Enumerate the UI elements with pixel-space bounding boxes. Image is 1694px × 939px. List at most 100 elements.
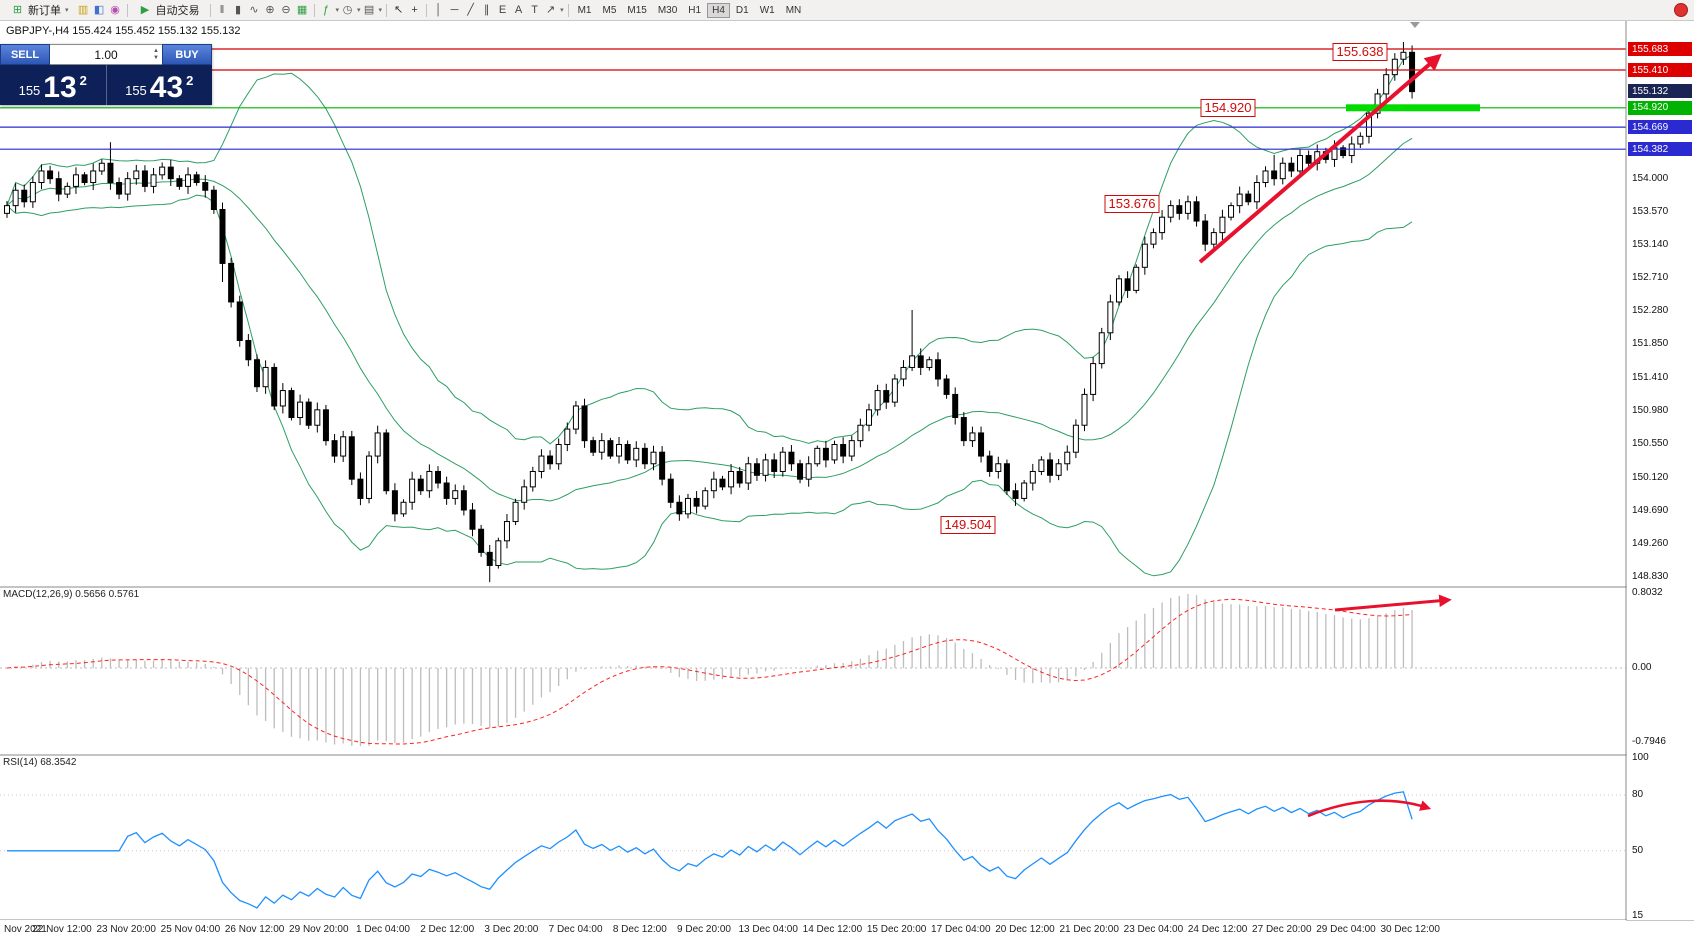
time-label: 8 Dec 12:00 bbox=[612, 924, 667, 935]
bar-chart-icon[interactable]: ‖ bbox=[219, 3, 225, 16]
price-badge-154.920: 154.920 bbox=[1628, 100, 1692, 115]
price-tick: 154.000 bbox=[1632, 172, 1669, 184]
toolbar-separator bbox=[313, 3, 315, 17]
periods-icon[interactable]: ◷ bbox=[342, 3, 353, 16]
alert-icon[interactable] bbox=[1674, 3, 1688, 17]
crosshair-icon[interactable]: + bbox=[411, 3, 418, 16]
volume-stepper[interactable]: 1.00 ▲ ▼ bbox=[50, 44, 162, 65]
time-label: Nov 2021 bbox=[4, 924, 47, 935]
new-order-icon: ⊞ bbox=[12, 3, 23, 16]
main-chart-panel bbox=[0, 42, 1626, 583]
zoom-out-icon[interactable]: ⊖ bbox=[281, 3, 291, 16]
time-label: 15 Dec 20:00 bbox=[866, 924, 927, 935]
timeframe-toolbar: M1 M5 M15 M30 H1 H4 D1 W1 MN bbox=[573, 2, 807, 18]
time-axis[interactable] bbox=[0, 920, 1626, 939]
time-label: 24 Dec 12:00 bbox=[1187, 924, 1248, 935]
timeframe-m15-button[interactable]: M15 bbox=[622, 3, 651, 18]
price-badge-154.669: 154.669 bbox=[1628, 120, 1692, 135]
price-tick: 150.120 bbox=[1632, 471, 1669, 483]
rsi-axis-tick: 15 bbox=[1632, 909, 1644, 921]
autotrading-icon: ▶ bbox=[140, 3, 150, 16]
indicators-icon[interactable]: ƒ bbox=[322, 3, 330, 16]
time-label: 2 Dec 12:00 bbox=[420, 924, 475, 935]
ohlc-readout: GBPJPY-,H4 155.424 155.452 155.132 155.1… bbox=[6, 25, 240, 37]
price-tick: 150.550 bbox=[1632, 438, 1669, 450]
macd-axis-tick: 0.00 bbox=[1632, 662, 1652, 673]
price-tick: 152.710 bbox=[1632, 272, 1669, 284]
arrows-caret-icon[interactable]: ▾ bbox=[560, 7, 564, 14]
new-chart-icon[interactable]: ▥ bbox=[77, 3, 89, 16]
candlestick-icon[interactable]: ▮ bbox=[234, 3, 242, 16]
tile-windows-icon[interactable]: ▦ bbox=[296, 3, 308, 16]
price-tick: 151.410 bbox=[1632, 372, 1669, 384]
templates-caret-icon[interactable]: ▾ bbox=[378, 7, 383, 14]
price-tick: 148.830 bbox=[1632, 571, 1669, 583]
timeframe-h1-button[interactable]: H1 bbox=[683, 3, 706, 18]
time-label: 22 Nov 12:00 bbox=[32, 924, 92, 935]
arrows-icon[interactable]: ↗ bbox=[545, 3, 556, 16]
new-order-button[interactable]: ⊞ 新订单 ▾ bbox=[4, 2, 75, 19]
one-click-trading-widget: SELL 1.00 ▲ ▼ BUY 155 13 2 155 43 2 bbox=[0, 44, 212, 105]
market-watch-icon[interactable]: ◉ bbox=[110, 3, 120, 16]
vertical-line-icon[interactable]: │ bbox=[435, 3, 442, 16]
toolbar-separator bbox=[426, 3, 428, 17]
macd-indicator-label: MACD(12,26,9) 0.5656 0.5761 bbox=[3, 589, 140, 600]
price-tick: 151.850 bbox=[1632, 338, 1669, 350]
ask-price[interactable]: 155 43 2 bbox=[107, 65, 213, 105]
zoom-in-icon[interactable]: ⊕ bbox=[265, 3, 275, 16]
indicators-caret-icon[interactable]: ▾ bbox=[335, 7, 340, 14]
price-tick: 152.280 bbox=[1632, 305, 1669, 317]
horizontal-line-icon[interactable]: ─ bbox=[450, 3, 459, 16]
periods-caret-icon[interactable]: ▾ bbox=[357, 7, 361, 14]
price-tick: 149.690 bbox=[1632, 504, 1669, 516]
templates-icon[interactable]: ▤ bbox=[363, 3, 375, 16]
chart-shift-marker bbox=[1410, 22, 1420, 28]
sell-button[interactable]: SELL bbox=[0, 44, 50, 65]
cursor-icon[interactable]: ↖ bbox=[393, 3, 404, 16]
timeframe-w1-button[interactable]: W1 bbox=[755, 3, 780, 18]
rsi-indicator-label: RSI(14) 68.3542 bbox=[3, 757, 77, 768]
volume-spin-buttons[interactable]: ▲ ▼ bbox=[153, 48, 159, 62]
volume-down-icon[interactable]: ▼ bbox=[153, 55, 159, 61]
price-badge-155.683: 155.683 bbox=[1628, 42, 1692, 56]
price-tick: 153.570 bbox=[1632, 205, 1669, 217]
time-label: 7 Dec 04:00 bbox=[548, 924, 603, 935]
time-label: 17 Dec 04:00 bbox=[931, 924, 991, 935]
macd-axis-tick: -0.7946 bbox=[1632, 735, 1666, 747]
toolbar-group-files: ▥ ◧ ◉ bbox=[76, 3, 123, 18]
trendline-icon[interactable]: ╱ bbox=[467, 3, 474, 16]
profiles-icon[interactable]: ◧ bbox=[93, 3, 105, 16]
toolbar-separator bbox=[567, 3, 569, 17]
time-label: 21 Dec 20:00 bbox=[1059, 924, 1119, 935]
timeframe-h4-button[interactable]: H4 bbox=[707, 2, 730, 18]
buy-button[interactable]: BUY bbox=[162, 44, 212, 65]
timeframe-d1-button[interactable]: D1 bbox=[731, 3, 754, 18]
price-axis[interactable] bbox=[1627, 20, 1694, 920]
timeframe-mn-button[interactable]: MN bbox=[781, 3, 807, 18]
text-icon[interactable]: A bbox=[514, 3, 523, 16]
time-label: 9 Dec 20:00 bbox=[677, 924, 731, 935]
macd-panel bbox=[0, 593, 1626, 747]
line-chart-icon[interactable]: ∿ bbox=[249, 3, 259, 16]
text-label-icon[interactable]: T bbox=[531, 3, 538, 16]
rsi-axis-tick: 50 bbox=[1632, 844, 1644, 856]
timeframe-m5-button[interactable]: M5 bbox=[597, 3, 621, 18]
timeframe-m30-button[interactable]: M30 bbox=[653, 3, 682, 18]
fibonacci-icon[interactable]: E bbox=[498, 3, 507, 16]
time-label: 23 Nov 20:00 bbox=[96, 924, 156, 935]
toolbar-separator bbox=[126, 3, 128, 17]
time-label: 30 Dec 12:00 bbox=[1380, 924, 1440, 935]
autotrading-button[interactable]: ▶ 自动交易 bbox=[132, 2, 206, 19]
new-order-caret-icon: ▾ bbox=[65, 7, 69, 14]
time-label: 26 Nov 12:00 bbox=[224, 924, 285, 935]
timeframe-m1-button[interactable]: M1 bbox=[573, 3, 597, 18]
volume-up-icon[interactable]: ▲ bbox=[153, 48, 159, 54]
equidistant-channel-icon[interactable]: ∥ bbox=[483, 3, 490, 16]
symbol-period-label: GBPJPY-,H4 bbox=[6, 25, 70, 37]
rsi-axis-tick: 100 bbox=[1632, 752, 1649, 763]
macd-axis-tick: 0.8032 bbox=[1632, 587, 1663, 599]
bid-price[interactable]: 155 13 2 bbox=[0, 65, 107, 105]
toolbar: ⊞ 新订单 ▾ ▥ ◧ ◉ ▶ 自动交易 ‖ ▮ ∿ ⊕ ⊖ ▦ ƒ ▾ ◷ ▾ ▤ ▾ ↖ + │ ─ ╱ ∥ E A T… bbox=[0, 0, 1694, 21]
